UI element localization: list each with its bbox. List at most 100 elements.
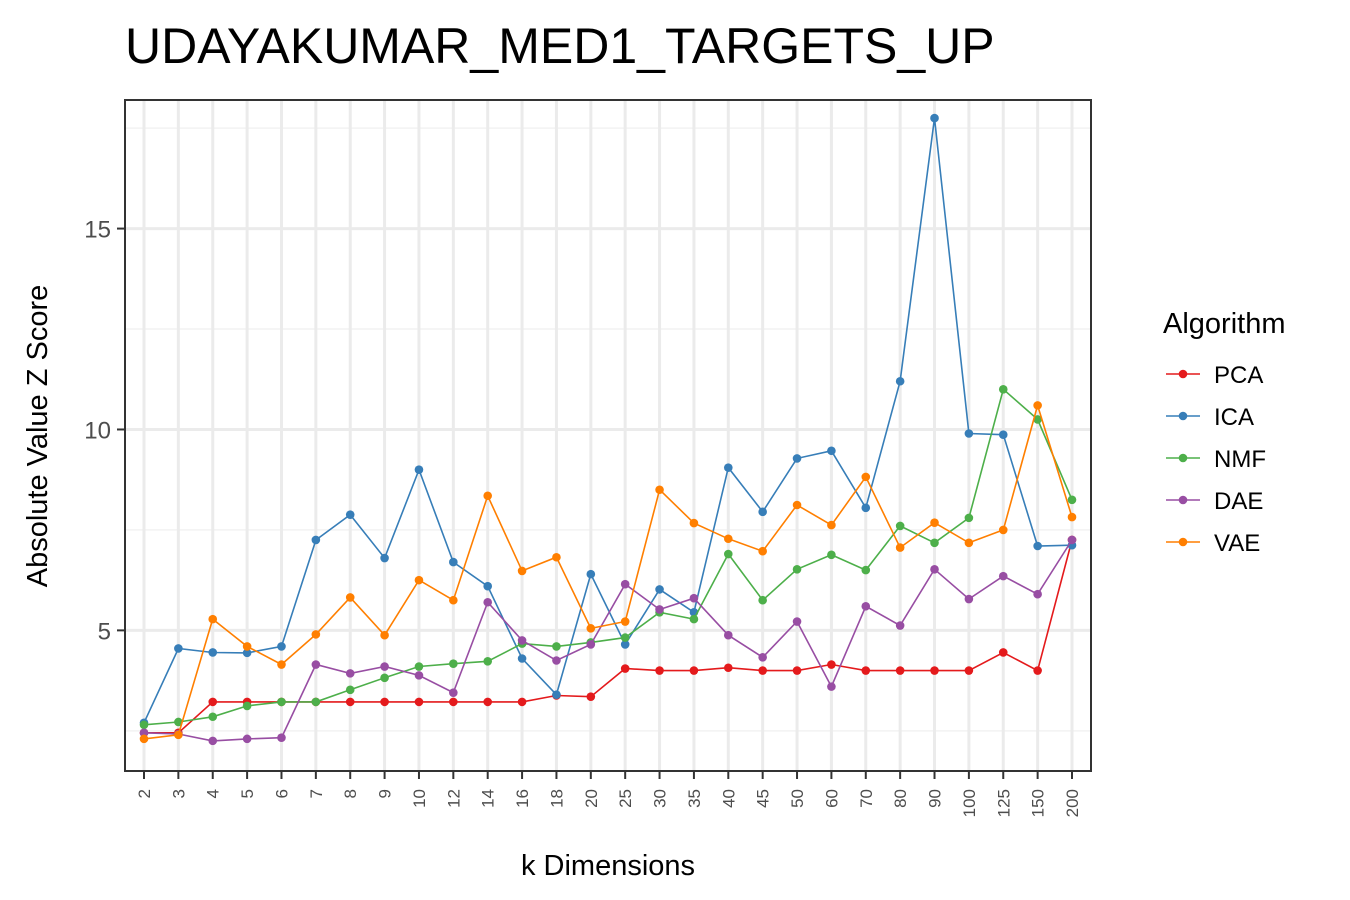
- data-point-ica: [792, 454, 802, 463]
- data-point-pca: [586, 692, 596, 701]
- data-point-pca: [689, 666, 699, 675]
- data-point-nmf: [1033, 415, 1042, 424]
- data-point-pca: [930, 666, 939, 675]
- x-tick-label: 100: [960, 789, 979, 817]
- data-point-nmf: [930, 538, 939, 548]
- data-point-vae: [930, 518, 939, 527]
- data-point-pca: [380, 697, 389, 707]
- data-point-vae: [655, 485, 664, 495]
- data-point-vae: [277, 660, 286, 669]
- x-tick-label: 8: [341, 789, 360, 798]
- x-tick-label: 10: [410, 789, 429, 808]
- data-point-nmf: [139, 720, 149, 730]
- data-point-dae: [414, 671, 424, 680]
- data-point-ica: [620, 640, 630, 649]
- x-tick-label: 2: [135, 789, 154, 798]
- legend-key-point: [1178, 411, 1188, 421]
- data-point-dae: [552, 656, 561, 665]
- data-point-nmf: [345, 685, 355, 695]
- data-point-dae: [827, 682, 836, 691]
- data-point-dae: [345, 669, 355, 678]
- data-point-vae: [998, 525, 1008, 535]
- data-point-nmf: [620, 633, 630, 642]
- data-point-dae: [311, 660, 321, 669]
- data-point-dae: [964, 594, 974, 604]
- data-point-vae: [827, 520, 836, 530]
- data-point-vae: [311, 630, 321, 639]
- data-point-pca: [792, 666, 802, 675]
- legend-item-vae: VAE: [1166, 530, 1260, 557]
- data-point-pca: [655, 666, 664, 675]
- data-point-ica: [517, 654, 527, 663]
- x-tick-label: 25: [616, 789, 635, 808]
- data-point-vae: [380, 630, 389, 640]
- data-point-ica: [930, 113, 939, 123]
- legend-label: ICA: [1214, 404, 1254, 431]
- data-point-vae: [552, 552, 561, 562]
- data-point-nmf: [689, 614, 699, 624]
- data-point-ica: [723, 463, 733, 472]
- data-point-dae: [1033, 589, 1042, 599]
- data-point-nmf: [380, 673, 389, 683]
- data-point-dae: [998, 571, 1008, 581]
- axis-ticks: [117, 227, 1073, 779]
- series-layer: [139, 113, 1077, 746]
- data-point-nmf: [208, 712, 218, 722]
- data-point-vae: [723, 534, 733, 544]
- data-point-pca: [483, 697, 493, 707]
- x-tick-label: 12: [444, 789, 463, 808]
- x-tick-label: 9: [376, 789, 395, 798]
- legend-items: PCA ICA NMF DAE VAE: [1166, 362, 1266, 557]
- x-tick-label: 125: [994, 789, 1013, 817]
- x-tick-label: 90: [926, 789, 945, 808]
- data-point-dae: [620, 579, 630, 589]
- data-point-ica: [483, 581, 493, 591]
- data-point-ica: [242, 648, 252, 658]
- x-tick-label: 16: [513, 789, 532, 808]
- data-point-nmf: [1067, 495, 1077, 505]
- x-axis-title: k Dimensions: [521, 850, 695, 882]
- y-tick-labels: 5 10 15: [84, 217, 111, 646]
- x-tick-label: 60: [822, 789, 841, 808]
- series-line-dae: [143, 539, 1073, 742]
- data-point-dae: [483, 597, 493, 607]
- x-tick-label: 50: [788, 789, 807, 808]
- legend-label: DAE: [1214, 488, 1263, 515]
- chart-title: UDAYAKUMAR_MED1_TARGETS_UP: [125, 18, 995, 74]
- data-point-nmf: [449, 659, 458, 669]
- data-point-nmf: [552, 642, 561, 651]
- data-point-pca: [758, 666, 767, 675]
- data-point-pca: [414, 697, 424, 707]
- data-point-ica: [552, 690, 561, 699]
- data-point-vae: [414, 575, 424, 585]
- legend-label: VAE: [1214, 530, 1260, 557]
- data-point-vae: [689, 518, 699, 528]
- series-line-ica: [143, 117, 1073, 724]
- x-tick-label: 18: [547, 789, 566, 808]
- data-point-nmf: [483, 657, 493, 666]
- x-tick-label: 45: [754, 789, 773, 808]
- x-tick-label: 150: [1029, 789, 1048, 817]
- y-tick-label: 10: [84, 417, 111, 444]
- data-point-nmf: [964, 513, 974, 523]
- data-point-vae: [242, 642, 252, 651]
- grid-minor: [125, 127, 1091, 732]
- data-point-vae: [345, 593, 355, 602]
- data-point-dae: [792, 617, 802, 626]
- data-point-dae: [758, 652, 767, 662]
- data-point-pca: [449, 697, 458, 707]
- y-tick-label: 5: [98, 618, 111, 645]
- data-point-nmf: [277, 697, 286, 707]
- data-point-nmf: [723, 549, 733, 559]
- data-point-nmf: [242, 701, 252, 711]
- plot-panel-border: [124, 99, 1092, 772]
- data-point-vae: [964, 538, 974, 548]
- legend-key-point: [1178, 453, 1188, 463]
- data-point-ica: [449, 557, 458, 567]
- legend-item-pca: PCA: [1166, 362, 1263, 389]
- data-point-dae: [242, 734, 252, 744]
- data-point-dae: [208, 736, 218, 746]
- data-point-dae: [517, 636, 527, 645]
- x-tick-label: 5: [238, 789, 257, 798]
- data-point-ica: [758, 507, 767, 517]
